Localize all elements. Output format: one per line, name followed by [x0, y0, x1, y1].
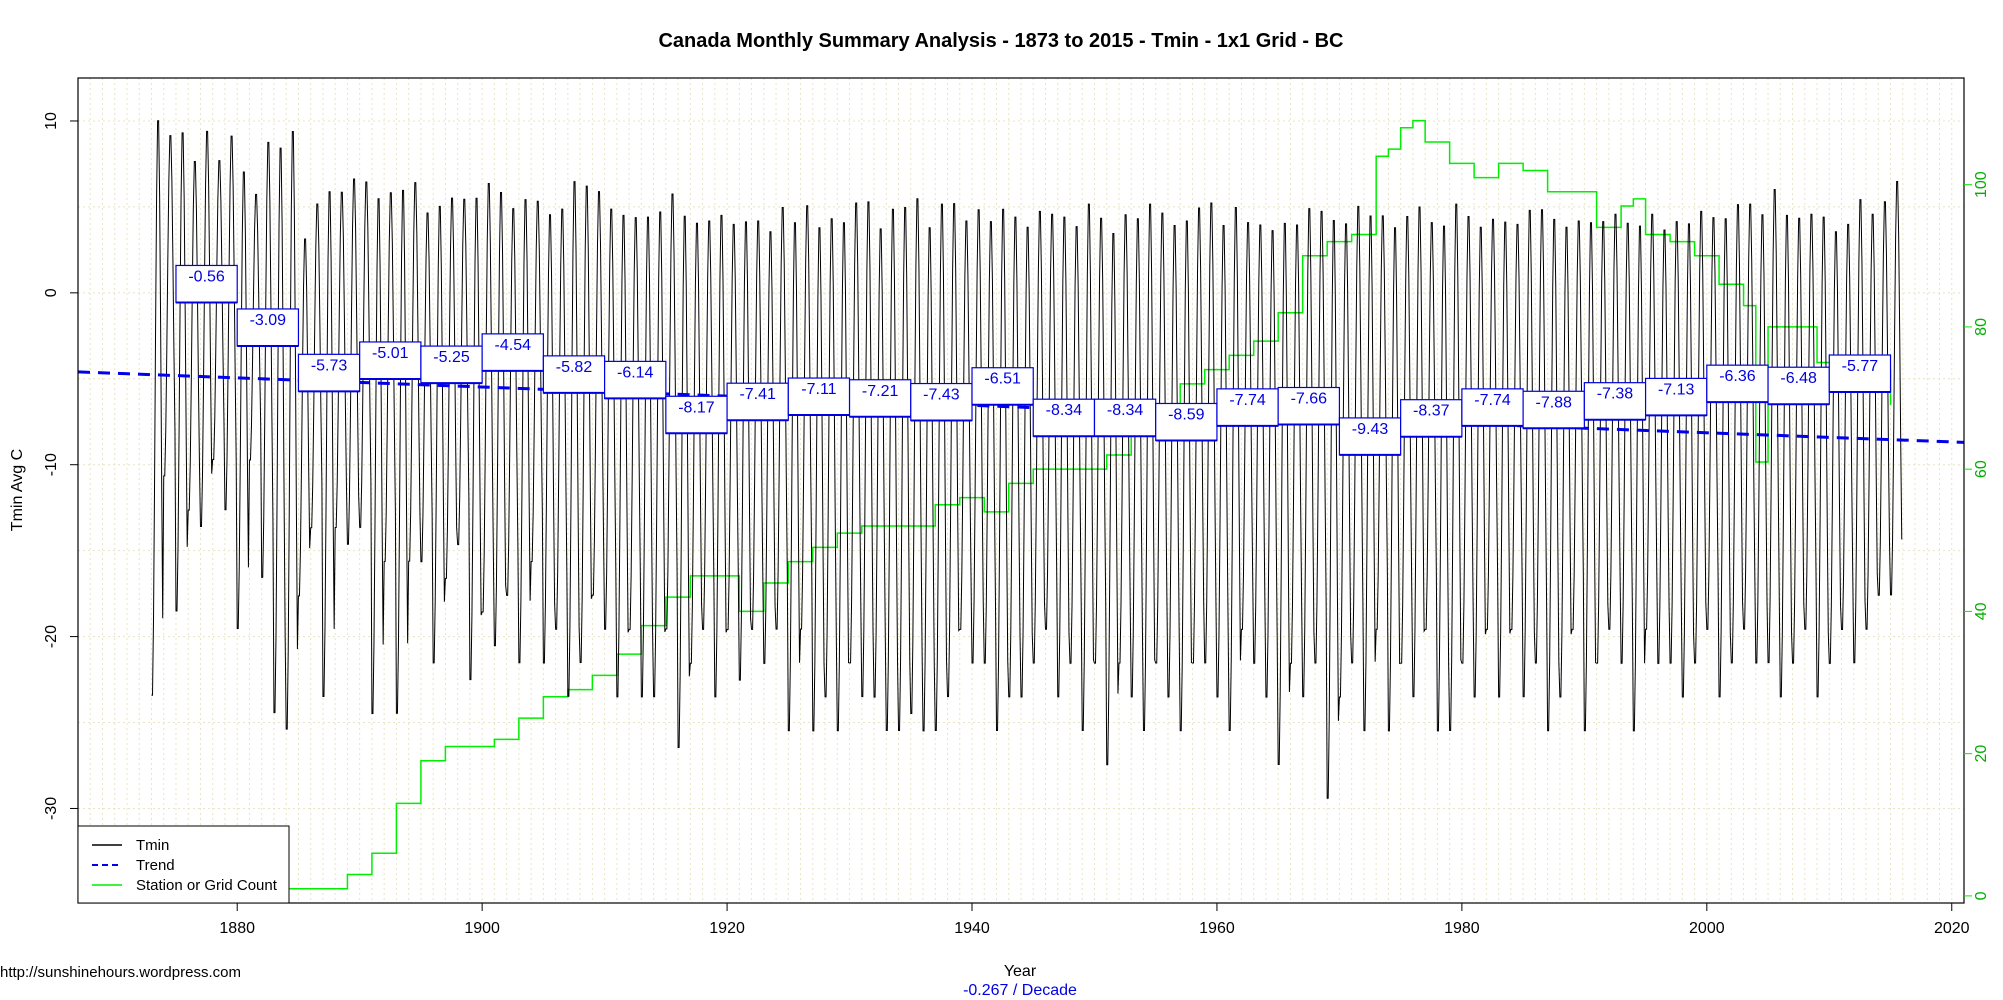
- decade-mean-label: -7.38: [1597, 386, 1634, 403]
- tmin-layer: [151, 120, 1903, 799]
- y2-tick-label: 80: [1973, 318, 1990, 336]
- decade-mean-label: -7.11: [801, 381, 836, 398]
- decade-mean-label: -4.54: [495, 337, 532, 354]
- decade-mean-label: -7.43: [923, 387, 960, 404]
- y2-tick-label: 0: [1973, 891, 1990, 900]
- x-tick-label: 1940: [954, 920, 990, 937]
- decade-mean-label: -6.48: [1780, 370, 1817, 387]
- decade-mean-label: -8.34: [1046, 402, 1083, 419]
- decade-mean-box: [420, 345, 483, 384]
- decade-mean-box: [1828, 354, 1892, 393]
- x-axis-label: Year: [1004, 963, 1037, 980]
- decade-means-layer: -0.56 -3.09 -5.73 -5.01 -5.25 -4.54 -5.82 -6.14…: [175, 264, 1892, 456]
- y-tick-label: -30: [43, 797, 60, 820]
- decade-mean-box: [1155, 402, 1218, 442]
- decade-mean-label: -6.51: [984, 371, 1021, 388]
- decade-mean-label: -6.36: [1719, 368, 1756, 385]
- x-tick-label: 2000: [1689, 920, 1725, 937]
- legend-label-tmin: Tmin: [136, 837, 169, 854]
- decade-mean-box: [175, 264, 238, 304]
- decade-mean-label: -7.13: [1658, 381, 1695, 398]
- decade-mean-box: [1216, 388, 1279, 427]
- y-tick-label: -10: [43, 453, 60, 476]
- source-label: http://sunshinehours.wordpress.com: [0, 964, 241, 981]
- chart-title: Canada Monthly Summary Analysis - 1873 t…: [658, 30, 1343, 52]
- decade-mean-label: -7.88: [1535, 394, 1572, 411]
- decade-mean-box: [1522, 390, 1585, 429]
- decade-mean-box: [1706, 364, 1769, 403]
- decade-mean-label: -8.34: [1107, 402, 1144, 419]
- decade-mean-label: -7.21: [862, 383, 899, 400]
- y-tick-label: 10: [43, 112, 60, 130]
- decade-mean-box: [848, 379, 912, 418]
- legend-label-count: Station or Grid Count: [136, 877, 278, 894]
- y-axis-right: 0 20 40 60 80 100: [1964, 171, 1990, 900]
- x-tick-label: 1880: [219, 920, 255, 937]
- x-tick-label: 1920: [709, 920, 745, 937]
- decade-mean-label: -9.43: [1352, 421, 1389, 438]
- decade-mean-box: [1583, 382, 1647, 421]
- y2-tick-label: 60: [1973, 460, 1990, 478]
- legend-label-trend: Trend: [136, 857, 175, 874]
- y2-tick-label: 100: [1973, 171, 1990, 198]
- y-axis-label: Tmin Avg C: [9, 449, 26, 531]
- decade-mean-label: -0.56: [188, 268, 225, 285]
- decade-mean-label: -5.73: [311, 357, 348, 374]
- decade-mean-label: -8.59: [1168, 406, 1205, 423]
- decade-mean-box: [542, 355, 606, 394]
- trend-layer: [77, 370, 1965, 444]
- y2-tick-label: 40: [1973, 602, 1990, 620]
- decade-mean-label: -5.77: [1842, 358, 1879, 375]
- x-tick-label: 1900: [464, 920, 500, 937]
- decade-mean-label: -7.41: [739, 386, 776, 403]
- decade-mean-label: -8.17: [678, 399, 715, 416]
- x-tick-label: 2020: [1934, 920, 1970, 937]
- x-axis: 1880 1900 1920 1940 1960 1980 2000 2020: [219, 902, 1970, 937]
- x-tick-label: 1980: [1444, 920, 1480, 937]
- decade-mean-label: -7.74: [1474, 392, 1511, 409]
- y-axis-left: -30 -20 -10 0 10: [43, 112, 78, 820]
- decade-mean-label: -7.66: [1291, 391, 1328, 408]
- trend-rate-label: -0.267 / Decade: [963, 982, 1077, 999]
- decade-mean-box: [1093, 398, 1157, 437]
- trend-line: [77, 370, 1965, 444]
- y-tick-label: 0: [43, 288, 60, 297]
- decade-mean-box: [1277, 386, 1341, 426]
- legend: Tmin Trend Station or Grid Count: [77, 825, 290, 904]
- decade-mean-box: [787, 377, 851, 416]
- decade-mean-box: [604, 360, 667, 399]
- decade-mean-label: -6.14: [617, 364, 654, 381]
- decade-mean-label: -7.74: [1229, 392, 1266, 409]
- tmin-series-line: [151, 120, 1903, 799]
- decade-mean-label: -3.09: [250, 312, 287, 329]
- x-tick-label: 1960: [1199, 920, 1235, 937]
- y2-tick-label: 20: [1973, 745, 1990, 763]
- y-tick-label: -20: [43, 625, 60, 648]
- decade-mean-label: -5.01: [372, 345, 409, 362]
- decade-mean-label: -8.37: [1413, 403, 1450, 420]
- decade-mean-label: -5.25: [433, 349, 470, 366]
- decade-mean-box: [1032, 398, 1096, 437]
- decade-mean-label: -5.82: [556, 359, 593, 376]
